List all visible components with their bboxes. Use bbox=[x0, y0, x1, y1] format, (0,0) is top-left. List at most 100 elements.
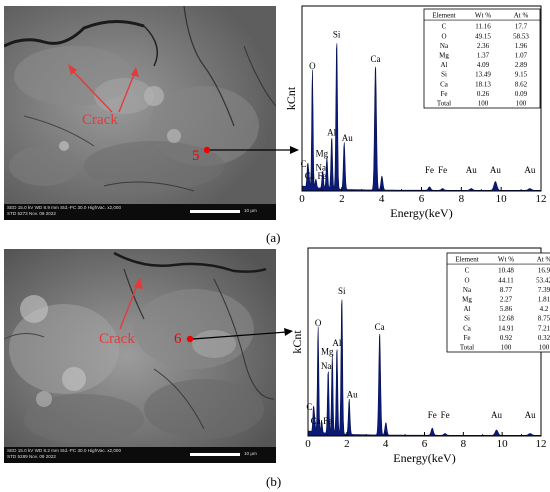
table-cell-a-5-2: 9.15 bbox=[515, 71, 528, 79]
panel-label-b: (b) bbox=[266, 474, 282, 489]
table-cell-a-8-2: 100 bbox=[516, 100, 527, 108]
sem-info-line1-a: SED 15.0 kV WD 8.9 mm Std.-PC 30.0 HighV… bbox=[7, 205, 122, 210]
connector-arrow-b bbox=[192, 331, 288, 340]
peak-label-a-13: Au bbox=[466, 165, 477, 175]
table-cell-a-6-0: Ca bbox=[440, 80, 449, 88]
point-dot-b bbox=[186, 335, 194, 343]
table-cell-b-2-1: 8.77 bbox=[500, 286, 513, 294]
table-cell-a-0-2: 17.7 bbox=[515, 23, 528, 31]
table-cell-b-5-2: 8.75 bbox=[538, 315, 550, 323]
peak-label-a-15: Au bbox=[524, 165, 535, 175]
point-dot-a bbox=[203, 146, 211, 154]
x-tick-label-b-0: 0 bbox=[305, 438, 311, 450]
table-header-b-0: Element bbox=[455, 256, 478, 264]
table-cell-b-6-2: 7.21 bbox=[538, 324, 550, 332]
x-tick-label-a-6: 12 bbox=[536, 193, 547, 205]
table-cell-a-2-2: 1.96 bbox=[515, 42, 528, 50]
table-cell-b-4-1: 5.86 bbox=[500, 305, 513, 313]
table-cell-b-4-2: 4.2 bbox=[540, 305, 549, 313]
table-cell-b-3-2: 1.81 bbox=[538, 296, 550, 304]
peak-label-a-4: Na bbox=[315, 163, 326, 173]
peak-label-a-12: Fe bbox=[438, 165, 447, 175]
crack-arrows-a bbox=[68, 64, 139, 113]
peak-label-b-4: Na bbox=[321, 361, 332, 371]
table-cell-b-0-2: 16.9 bbox=[538, 267, 550, 275]
x-tick-label-b-3: 6 bbox=[422, 438, 428, 450]
table-cell-b-1-2: 53.42 bbox=[536, 276, 550, 284]
x-tick-label-b-4: 8 bbox=[461, 438, 467, 450]
table-cell-a-4-1: 4.09 bbox=[477, 61, 490, 69]
peak-label-a-11: Fe bbox=[425, 165, 434, 175]
x-tick-label-a-4: 8 bbox=[459, 193, 465, 205]
table-cell-b-4-0: Al bbox=[464, 305, 471, 313]
point-label-a: 5 bbox=[192, 148, 200, 164]
table-cell-b-8-2: 100 bbox=[539, 344, 550, 352]
scale-bar-b bbox=[190, 453, 240, 456]
table-cell-a-8-0: Total bbox=[437, 100, 451, 108]
crack-label-b: Crack bbox=[99, 331, 135, 347]
peak-label-b-14: Au bbox=[525, 410, 536, 420]
table-cell-b-6-1: 14.91 bbox=[498, 324, 514, 332]
table-cell-a-1-2: 58.53 bbox=[513, 32, 529, 40]
table-cell-b-7-1: 0.92 bbox=[500, 334, 513, 342]
table-cell-a-3-0: Mg bbox=[439, 52, 449, 60]
table-header-a-0: Element bbox=[432, 12, 455, 20]
peak-label-b-13: Au bbox=[491, 410, 502, 420]
table-cell-b-2-2: 7.39 bbox=[538, 286, 550, 294]
x-tick-label-a-1: 2 bbox=[339, 193, 345, 205]
table-cell-b-3-0: Mg bbox=[462, 296, 472, 304]
table-cell-b-7-2: 0.32 bbox=[538, 334, 550, 342]
scale-bar-a bbox=[190, 210, 240, 213]
table-cell-a-5-1: 13.49 bbox=[475, 71, 491, 79]
table-cell-a-2-0: Na bbox=[440, 42, 449, 50]
sem-image-b: Crack 6 SED 15.0 kV WD 8.2 mm Std.-PC 30… bbox=[4, 249, 276, 463]
peak-label-b-11: Fe bbox=[428, 410, 437, 420]
x-tick-label-a-3: 6 bbox=[419, 193, 425, 205]
x-tick-label-b-2: 4 bbox=[383, 438, 389, 450]
peak-label-b-8: Au bbox=[347, 389, 358, 399]
composition-table-a bbox=[423, 8, 541, 109]
sem-texture-b bbox=[4, 249, 276, 463]
table-cell-a-7-1: 0.26 bbox=[477, 90, 490, 98]
table-header-b-1: Wt % bbox=[498, 256, 514, 264]
x-tick-label-a-2: 4 bbox=[379, 193, 385, 205]
peak-label-a-14: Au bbox=[490, 165, 501, 175]
peak-label-b-6: Al bbox=[332, 338, 341, 348]
y-axis-label-a: kCnt bbox=[284, 86, 298, 110]
table-cell-b-5-0: Si bbox=[464, 315, 470, 323]
peak-label-a-9: Ca bbox=[370, 54, 380, 64]
sem-info-line2-b: STD 5289 Nov. 09 2022 bbox=[7, 454, 56, 459]
table-cell-b-0-0: C bbox=[465, 267, 470, 275]
peak-label-a-5: Mg bbox=[316, 149, 329, 159]
y-axis-label-b: kCnt bbox=[290, 330, 304, 354]
table-cell-a-8-1: 100 bbox=[478, 100, 489, 108]
sem-info-line2-a: STD 5273 Nov. 09 2022 bbox=[7, 211, 56, 216]
scale-label-b: 10 μm bbox=[244, 451, 257, 456]
x-axis-label-a: Energy(keV) bbox=[390, 206, 452, 220]
scale-label-a: 10 μm bbox=[244, 208, 257, 213]
table-cell-b-1-0: O bbox=[464, 276, 469, 284]
table-cell-b-5-1: 12.68 bbox=[498, 315, 514, 323]
peak-label-a-7: Si bbox=[333, 30, 341, 40]
table-cell-a-0-0: C bbox=[442, 23, 447, 31]
peak-label-b-1: O bbox=[315, 318, 322, 328]
table-header-a-1: Wt % bbox=[475, 12, 491, 20]
table-cell-b-6-0: Ca bbox=[463, 324, 472, 332]
table-cell-b-7-0: Fe bbox=[464, 334, 471, 342]
x-tick-label-b-5: 10 bbox=[497, 438, 509, 450]
table-cell-b-3-1: 2.27 bbox=[500, 296, 513, 304]
table-cell-b-8-1: 100 bbox=[501, 344, 512, 352]
peak-label-a-0: C bbox=[301, 159, 307, 169]
table-cell-a-7-0: Fe bbox=[441, 90, 448, 98]
x-tick-label-a-0: 0 bbox=[299, 193, 305, 205]
table-cell-a-5-0: Si bbox=[441, 71, 447, 79]
peak-label-a-8: Au bbox=[342, 133, 353, 143]
peak-label-b-9: Ca bbox=[375, 322, 385, 332]
table-cell-a-4-2: 2.89 bbox=[515, 61, 528, 69]
table-cell-b-8-0: Total bbox=[460, 344, 474, 352]
table-cell-a-1-1: 49.15 bbox=[475, 32, 491, 40]
table-cell-b-1-1: 44.11 bbox=[498, 276, 514, 284]
x-tick-label-b-6: 12 bbox=[536, 438, 547, 450]
connector-arrowhead-a bbox=[290, 146, 299, 154]
